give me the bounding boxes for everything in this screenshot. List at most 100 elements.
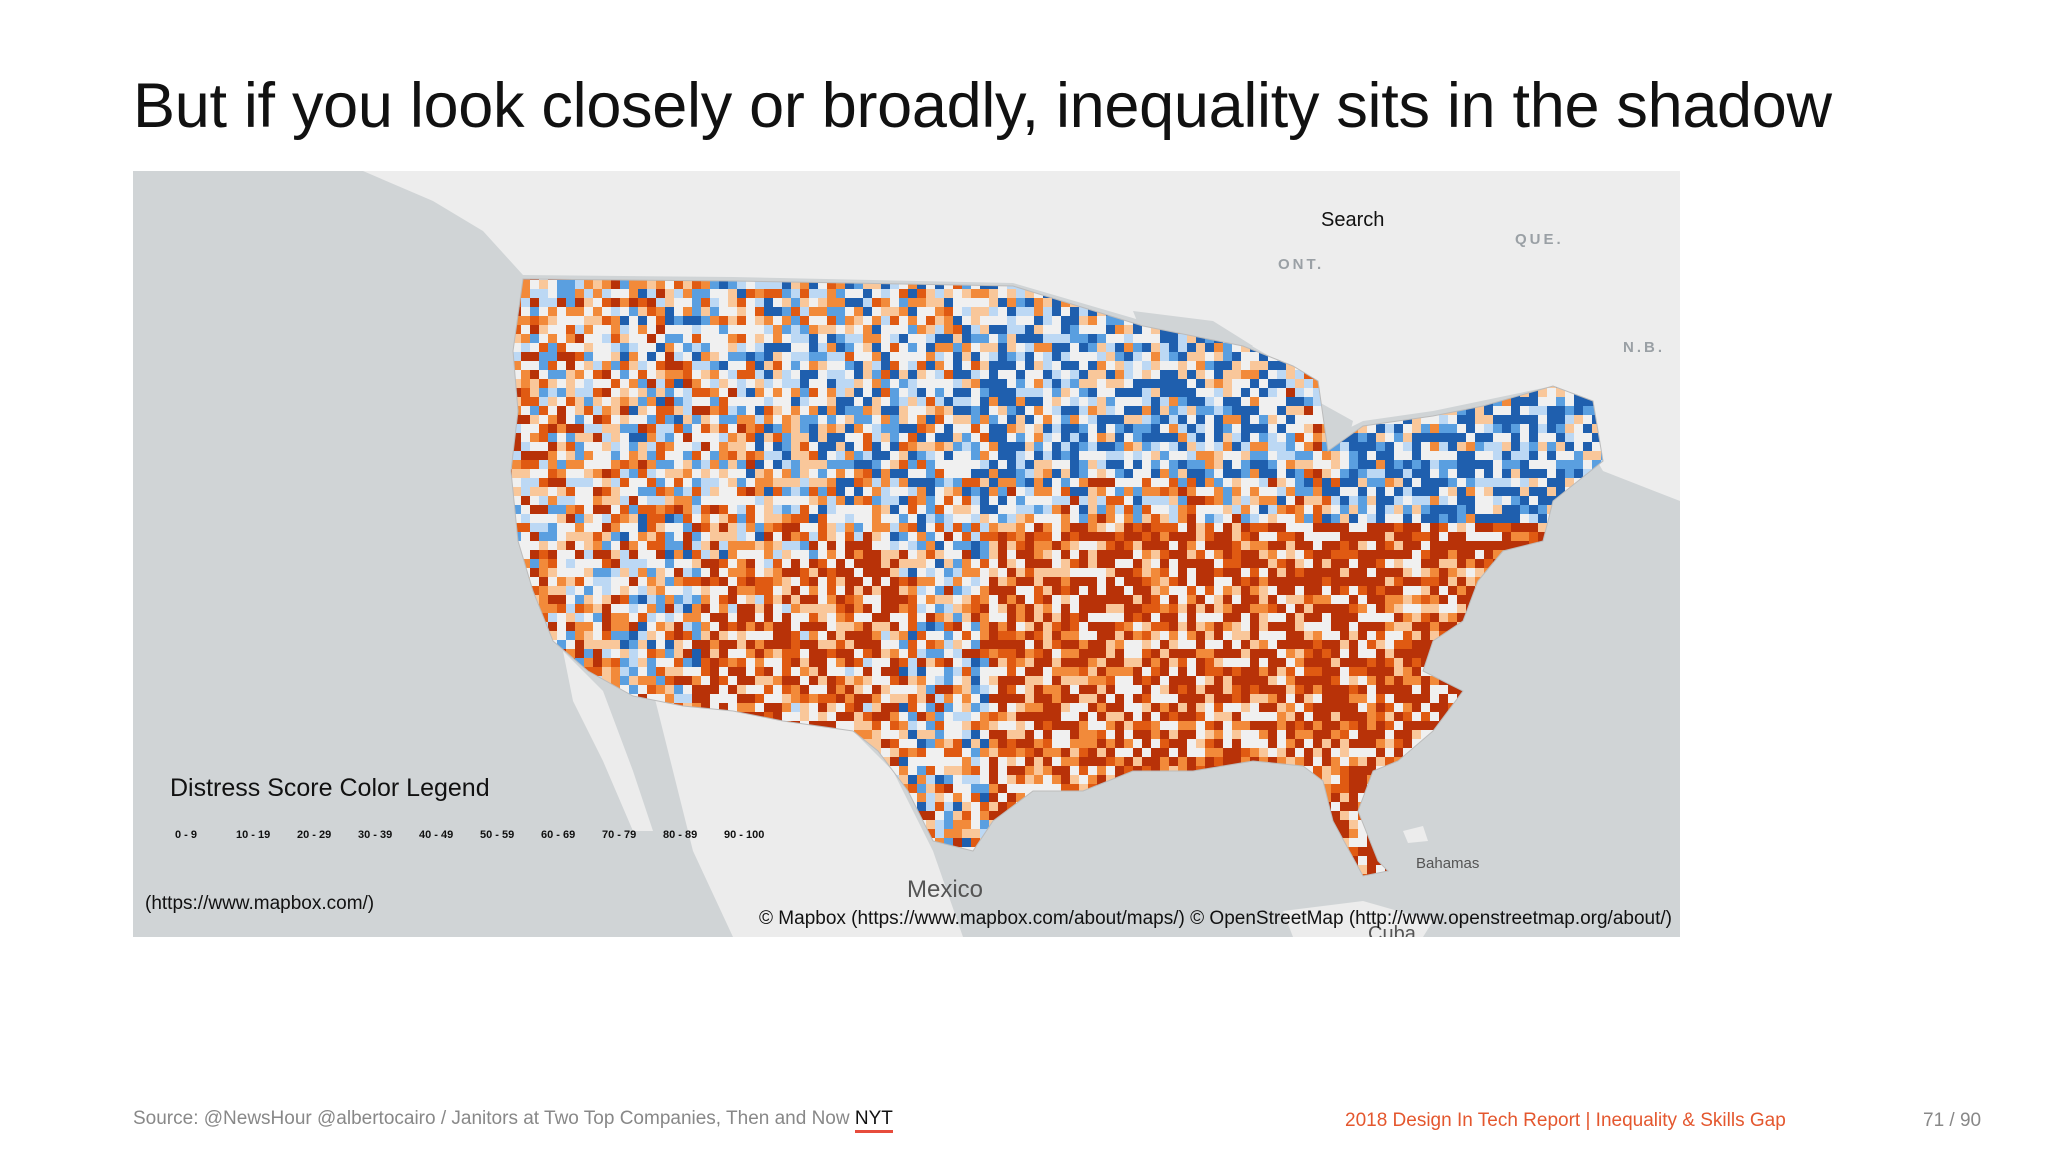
county-tile	[971, 280, 980, 292]
county-tile	[1241, 406, 1252, 416]
county-tile	[1457, 442, 1471, 451]
county-tile	[836, 388, 845, 397]
county-tile	[809, 379, 822, 388]
county-tile	[1286, 433, 1296, 444]
county-tile	[1070, 352, 1080, 364]
county-tile	[1043, 316, 1056, 325]
county-tile	[1250, 406, 1259, 416]
county-tile	[629, 451, 642, 461]
county-tile	[764, 388, 775, 401]
county-tile	[953, 460, 967, 470]
county-tile	[863, 316, 877, 327]
county-tile	[1205, 415, 1216, 428]
county-tile	[548, 622, 557, 632]
county-tile	[1169, 406, 1180, 418]
county-tile	[539, 370, 549, 383]
county-tile	[1151, 451, 1160, 461]
county-tile	[1439, 415, 1450, 427]
county-tile	[854, 388, 863, 398]
county-tile	[728, 352, 738, 363]
county-tile	[683, 460, 694, 473]
county-tile	[638, 361, 650, 370]
county-tile	[1160, 595, 1170, 605]
county-tile	[980, 505, 990, 514]
county-tile	[926, 370, 940, 379]
county-tile	[593, 622, 603, 632]
county-tile	[611, 424, 621, 436]
county-tile	[575, 289, 584, 300]
county-tile	[1178, 451, 1189, 463]
county-tile	[1241, 361, 1251, 372]
county-tile	[773, 316, 782, 328]
county-tile	[557, 415, 566, 425]
county-tile	[773, 325, 784, 339]
county-tile	[791, 550, 801, 559]
county-tile	[1430, 415, 1443, 424]
county-tile	[566, 433, 575, 444]
county-tile	[899, 397, 908, 409]
county-tile	[944, 460, 958, 470]
county-tile	[1070, 433, 1080, 445]
county-tile	[998, 316, 1011, 327]
county-tile	[1034, 325, 1043, 338]
county-tile	[593, 424, 602, 435]
county-tile	[1286, 451, 1296, 461]
county-tile	[701, 397, 715, 408]
county-tile	[863, 343, 877, 354]
county-tile	[818, 361, 828, 374]
county-tile	[926, 352, 935, 361]
county-tile	[1466, 442, 1476, 452]
county-tile	[530, 352, 543, 363]
county-tile	[1484, 487, 1494, 497]
county-tile	[521, 334, 533, 345]
county-tile	[863, 289, 874, 301]
county-tile	[908, 451, 921, 461]
county-tile	[638, 298, 647, 308]
county-tile	[755, 388, 764, 399]
county-tile	[1088, 622, 1098, 631]
county-tile	[1475, 406, 1484, 416]
county-tile	[593, 352, 602, 364]
county-tile	[1511, 406, 1520, 415]
county-tile	[719, 415, 729, 428]
county-tile	[1268, 451, 1278, 465]
county-tile	[1268, 433, 1278, 442]
county-tile	[845, 415, 856, 426]
county-tile	[1214, 388, 1224, 397]
county-tile	[1538, 460, 1547, 470]
county-tile	[809, 298, 819, 312]
county-tile	[863, 415, 874, 424]
county-tile	[989, 307, 998, 317]
county-tile	[728, 451, 739, 463]
county-tile	[521, 451, 531, 464]
county-tile	[1502, 433, 1513, 443]
county-tile	[998, 388, 1007, 401]
county-tile	[791, 442, 802, 456]
county-tile	[1214, 460, 1223, 469]
county-tile	[566, 343, 577, 356]
county-tile	[773, 307, 783, 320]
county-tile	[692, 334, 706, 345]
county-tile	[818, 352, 827, 365]
county-tile	[1106, 397, 1118, 407]
county-tile	[557, 424, 568, 438]
county-tile	[1178, 361, 1192, 371]
county-tile	[1088, 307, 1101, 318]
distress-map[interactable]: Search QUE. ONT. N.B. Distress Score Col…	[133, 171, 1680, 937]
county-tile	[1313, 397, 1323, 407]
county-tile	[1250, 415, 1264, 425]
county-tile	[917, 379, 931, 388]
county-tile	[656, 343, 665, 356]
county-tile	[539, 343, 548, 352]
county-tile	[1097, 406, 1108, 418]
county-tile	[530, 316, 542, 326]
county-tile	[539, 505, 549, 514]
county-tile	[971, 307, 981, 320]
county-tile	[521, 397, 532, 410]
county-tile	[602, 334, 612, 347]
county-tile	[1016, 298, 1025, 312]
county-tile	[1142, 388, 1152, 401]
county-tile	[683, 424, 696, 434]
county-tile	[836, 280, 849, 289]
county-tile	[1133, 343, 1142, 352]
